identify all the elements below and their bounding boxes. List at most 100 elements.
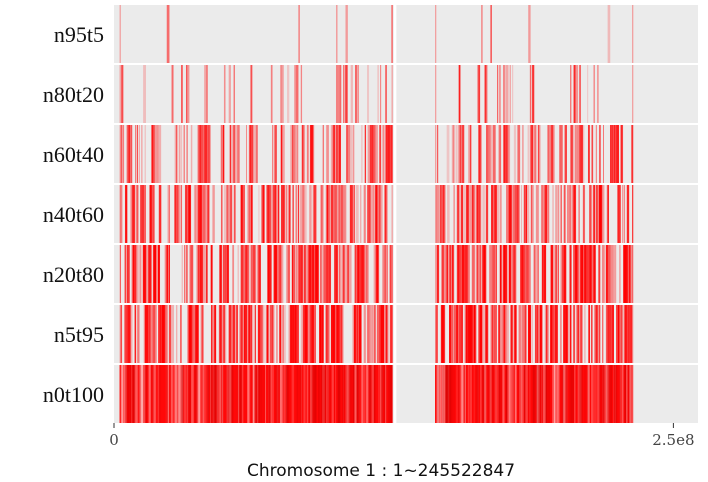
heat-mark <box>491 305 495 363</box>
heat-mark <box>560 245 563 303</box>
heat-mark <box>461 245 465 303</box>
heat-mark <box>227 365 230 423</box>
heat-mark <box>331 305 335 363</box>
heat-mark <box>144 245 148 303</box>
heat-mark <box>285 365 289 423</box>
heat-mark <box>453 185 456 243</box>
heat-mark <box>492 125 496 183</box>
heat-mark <box>512 65 514 123</box>
heat-mark <box>371 365 374 423</box>
heat-mark <box>216 365 219 423</box>
heat-mark <box>196 365 200 423</box>
heat-mark <box>241 365 244 423</box>
heat-mark <box>182 365 184 423</box>
heat-mark <box>587 245 591 303</box>
heat-mark <box>357 245 359 303</box>
heat-mark <box>350 65 353 123</box>
heat-mark <box>320 305 323 363</box>
heat-mark <box>482 305 485 363</box>
heat-mark <box>191 365 194 423</box>
heat-mark <box>579 125 581 183</box>
heat-mark <box>545 365 549 423</box>
heat-mark <box>547 185 549 243</box>
heat-mark <box>158 365 162 423</box>
heat-mark <box>150 185 152 243</box>
heat-mark <box>292 125 295 183</box>
heat-mark <box>191 365 193 423</box>
heat-mark <box>282 365 284 423</box>
heat-mark <box>341 245 345 303</box>
heat-mark <box>557 185 560 243</box>
heat-mark <box>574 365 576 423</box>
heat-mark <box>499 245 502 303</box>
heat-mark <box>120 365 123 423</box>
heat-mark <box>221 305 223 363</box>
heat-mark <box>145 305 148 363</box>
heat-mark <box>143 305 146 363</box>
heat-mark <box>445 365 448 423</box>
heat-mark <box>272 365 274 423</box>
heat-mark <box>483 365 487 423</box>
heat-mark <box>127 365 131 423</box>
heat-mark <box>138 365 141 423</box>
heat-mark <box>373 125 375 183</box>
heat-mark <box>517 125 521 183</box>
heat-mark <box>128 125 131 183</box>
heat-mark <box>569 185 572 243</box>
heat-mark <box>606 365 610 423</box>
heat-mark <box>371 305 373 363</box>
heat-mark <box>388 365 391 423</box>
heat-mark <box>201 305 204 363</box>
heat-mark <box>326 245 329 303</box>
heat-mark <box>361 245 364 303</box>
heat-mark <box>322 245 324 303</box>
heat-mark <box>339 65 341 123</box>
heat-mark <box>622 185 623 243</box>
heat-mark <box>372 305 375 363</box>
heat-mark <box>464 245 468 303</box>
heat-mark <box>135 125 136 183</box>
heat-mark <box>387 305 389 363</box>
heat-mark <box>301 125 304 183</box>
heat-mark <box>309 305 312 363</box>
heat-mark <box>151 185 154 243</box>
heat-mark <box>486 365 488 423</box>
heat-mark <box>554 365 555 423</box>
heat-mark <box>509 365 513 423</box>
heat-mark <box>250 305 252 363</box>
heat-mark <box>339 65 342 123</box>
heat-mark <box>587 365 590 423</box>
heat-mark <box>608 305 611 363</box>
heat-mark <box>384 245 387 303</box>
heat-mark <box>331 185 333 243</box>
heat-mark <box>435 185 437 243</box>
row-marks-n80t20 <box>119 65 634 123</box>
heat-mark <box>596 365 600 423</box>
heat-mark <box>437 125 438 183</box>
heat-mark <box>444 365 448 423</box>
heat-mark <box>505 365 509 423</box>
heat-mark <box>139 365 143 423</box>
heat-mark <box>176 365 179 423</box>
heat-mark <box>535 185 539 243</box>
heat-mark <box>345 245 348 303</box>
heat-mark <box>154 305 157 363</box>
heat-mark <box>363 365 365 423</box>
heat-mark <box>345 365 347 423</box>
heat-mark <box>384 185 386 243</box>
heat-mark <box>365 365 369 423</box>
heat-mark <box>279 245 281 303</box>
heat-mark <box>150 245 152 303</box>
heat-mark <box>253 365 254 423</box>
heat-mark <box>373 185 376 243</box>
heat-mark <box>144 305 148 363</box>
heat-mark <box>132 365 135 423</box>
heat-mark <box>355 185 359 243</box>
heat-mark <box>304 305 308 363</box>
heat-mark <box>589 185 592 243</box>
heat-mark <box>591 365 592 423</box>
heat-mark <box>270 365 274 423</box>
heat-mark <box>229 125 232 183</box>
heat-mark <box>152 305 155 363</box>
heat-mark <box>580 245 583 303</box>
